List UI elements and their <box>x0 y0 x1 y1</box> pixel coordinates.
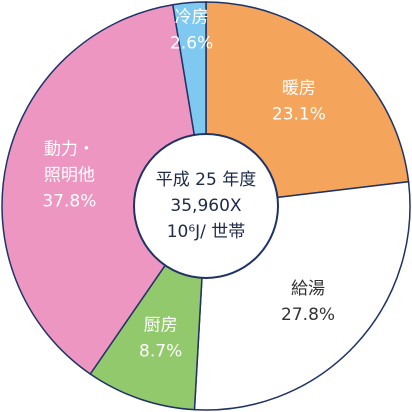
segment-label: 厨房 <box>144 315 178 335</box>
segment-label: 動力・ <box>44 139 95 159</box>
center-hole <box>133 133 279 279</box>
center-text: 10⁶J/ 世帯 <box>167 222 246 242</box>
value-label: 8.7% <box>139 341 182 361</box>
value-label: 27.8% <box>281 305 335 325</box>
segment-label: 給湯 <box>291 279 325 299</box>
center-text: 35,960X <box>170 196 241 216</box>
segment-label: 暖房 <box>282 78 316 98</box>
center-text: 平成 25 年度 <box>156 170 256 190</box>
value-label: 37.8% <box>42 191 96 211</box>
value-label: 2.6% <box>170 34 213 54</box>
segment-label: 照明他 <box>44 165 95 185</box>
segment-label: 冷房 <box>175 8 209 28</box>
value-label: 23.1% <box>272 104 326 124</box>
donut-segment <box>1 3 207 376</box>
